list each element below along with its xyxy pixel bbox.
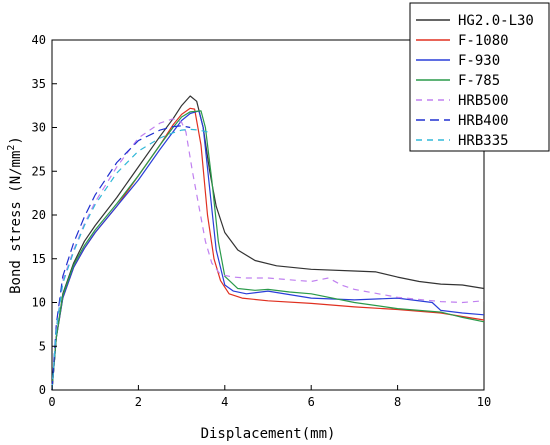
y-tick-label: 20 <box>32 208 46 222</box>
series-line-hrb400 <box>51 125 191 391</box>
y-axis-title-close: ) <box>8 136 24 144</box>
y-tick-label: 0 <box>39 383 46 397</box>
legend-label-hrb500: HRB500 <box>458 93 509 109</box>
series-line-f-785 <box>51 110 485 391</box>
series-line-hg2-0-l30 <box>51 95 485 391</box>
legend-label-f-930: F-930 <box>458 53 500 69</box>
series-line-f-930 <box>51 110 485 391</box>
x-tick-label: 4 <box>221 395 228 409</box>
legend-label-hg2-0-l30: HG2.0-L30 <box>458 13 534 29</box>
legend-label-hrb335: HRB335 <box>458 133 509 149</box>
y-tick-label: 5 <box>39 339 46 353</box>
x-tick-label: 8 <box>394 395 401 409</box>
y-tick-label: 25 <box>32 164 46 178</box>
legend-label-f-1080: F-1080 <box>458 33 509 49</box>
y-axis-title-sup: 2 <box>6 145 17 151</box>
legend: HG2.0-L30 F-1080 F-930 F-785 HRB500 HRB400 HRB… <box>409 2 550 152</box>
x-tick-label: 2 <box>135 395 142 409</box>
x-tick-label: 0 <box>48 395 55 409</box>
x-axis-title: Displacement(mm) <box>201 426 336 442</box>
x-tick-label: 6 <box>308 395 315 409</box>
legend-label-f-785: F-785 <box>458 73 500 89</box>
series-line-hrb335 <box>51 128 208 391</box>
series-layer <box>51 95 485 391</box>
legend-label-hrb400: HRB400 <box>458 113 509 129</box>
x-tick-label: 10 <box>477 395 491 409</box>
y-tick-label: 35 <box>32 77 46 91</box>
y-axis-title: Bond stress (N/mm2) <box>6 136 24 294</box>
y-tick-label: 30 <box>32 121 46 135</box>
y-tick-label: 10 <box>32 296 46 310</box>
y-axis-title-main: Bond stress (N/mm <box>8 151 24 294</box>
y-tick-label: 15 <box>32 252 46 266</box>
axis-layer: 0 2 4 6 8 10 0 5 10 15 20 25 30 35 40 <box>32 33 492 409</box>
y-tick-label: 40 <box>32 33 46 47</box>
series-line-hrb500 <box>51 118 485 391</box>
legend-box <box>409 2 550 152</box>
